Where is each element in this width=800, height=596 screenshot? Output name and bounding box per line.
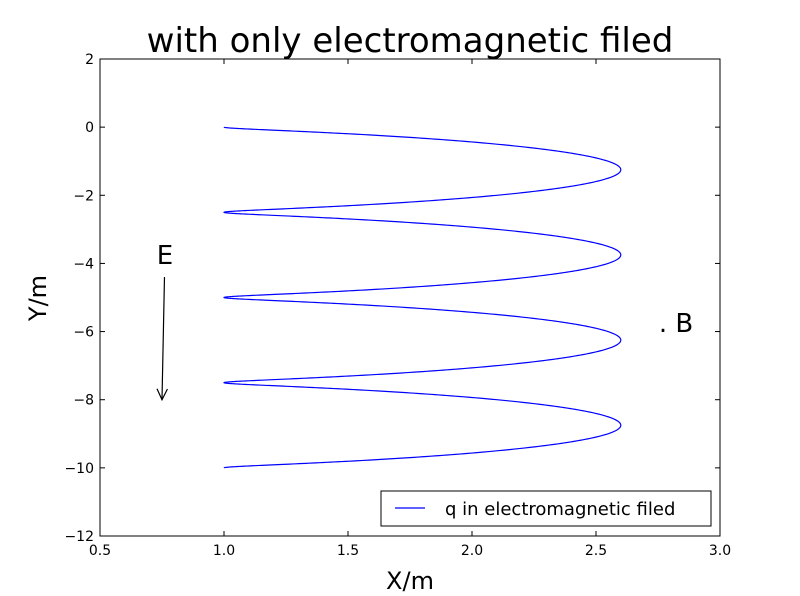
y-axis-label: Y/m (24, 275, 52, 322)
y-tick-label: −8 (73, 393, 94, 409)
y-tick-label: −4 (73, 256, 94, 272)
e-field-arrow (161, 277, 166, 400)
y-tick-label: 0 (85, 120, 94, 136)
x-tick-label: 3.0 (709, 543, 731, 559)
chart-title: with only electromagnetic filed (147, 21, 674, 61)
x-tick-label: 0.5 (89, 543, 111, 559)
x-tick-label: 2.0 (461, 543, 483, 559)
x-tick-label: 1.5 (337, 543, 359, 559)
y-axis-ticks: 2 0 −2 −4 −6 −8 −10 −12 (64, 52, 720, 545)
plot-area (223, 126, 622, 469)
e-field-arrowhead (156, 388, 168, 402)
x-tick-label: 1.0 (213, 543, 235, 559)
legend: q in electromagnetic filed (380, 490, 712, 527)
y-tick-label: −10 (64, 461, 94, 477)
y-tick-label: −6 (73, 325, 94, 341)
y-tick-label: −12 (64, 529, 94, 545)
trajectory-series-line (223, 126, 622, 469)
y-tick-label: 2 (85, 52, 94, 68)
y-tick-label: −2 (73, 188, 94, 204)
x-tick-label: 2.5 (585, 543, 607, 559)
legend-label: q in electromagnetic filed (445, 499, 675, 520)
b-field-label: . B (659, 309, 693, 339)
axes-frame (99, 58, 721, 537)
x-axis-label: X/m (386, 567, 434, 595)
x-axis-ticks: 0.5 1.0 1.5 2.0 2.5 3.0 (89, 59, 731, 559)
legend-box (380, 490, 712, 527)
e-field-label: E (157, 241, 173, 271)
